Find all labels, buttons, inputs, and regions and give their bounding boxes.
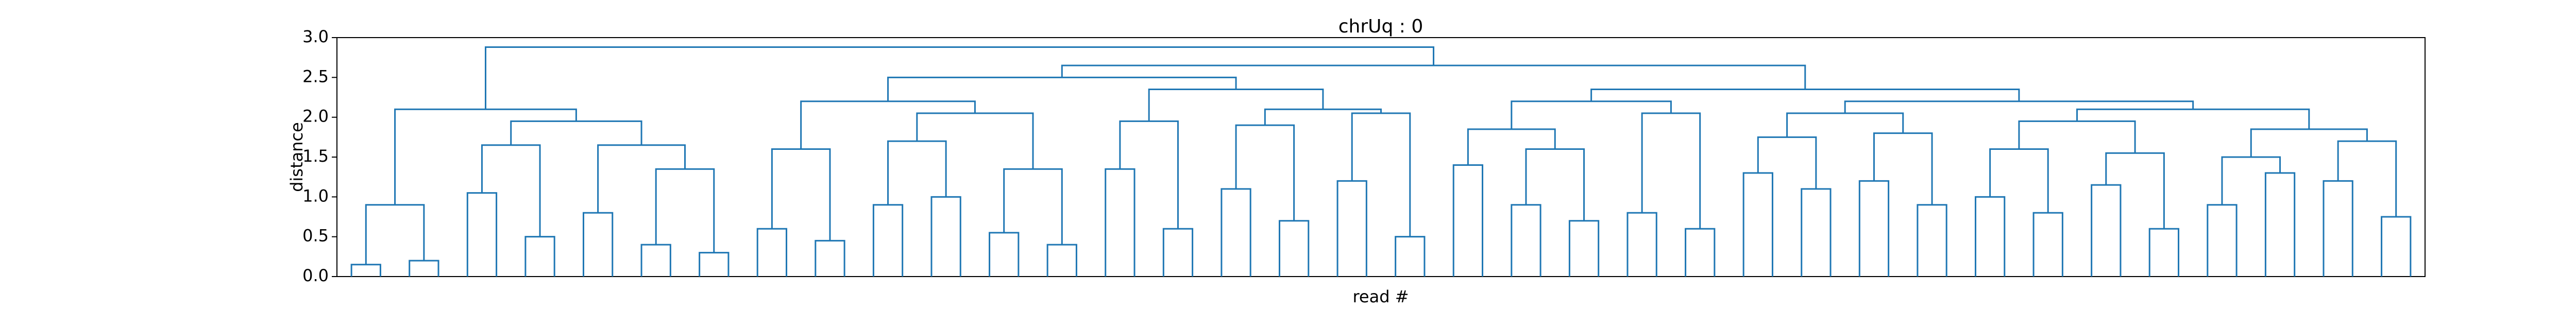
dendrogram-link bbox=[1626, 212, 1657, 277]
dendrogram-link bbox=[872, 204, 904, 277]
dendrogram-link bbox=[1452, 164, 1484, 277]
dendrogram-link bbox=[1801, 188, 1832, 277]
dendrogram-link bbox=[1858, 180, 1890, 277]
dendrogram-link bbox=[2148, 228, 2180, 277]
dendrogram-link bbox=[350, 264, 381, 277]
chart-title: chrUq : 0 bbox=[1338, 16, 1423, 37]
dendrogram-link bbox=[640, 244, 671, 277]
dendrogram-link bbox=[771, 148, 831, 241]
dendrogram-link bbox=[394, 108, 577, 205]
plot-frame bbox=[336, 37, 2426, 277]
dendrogram-link bbox=[1742, 172, 1773, 277]
dendrogram-link bbox=[1511, 100, 1672, 129]
dendrogram-link bbox=[2323, 180, 2353, 277]
dendrogram-link bbox=[1685, 228, 1716, 277]
dendrogram-link bbox=[2250, 128, 2368, 157]
dendrogram-link bbox=[1235, 124, 1295, 221]
dendrogram-link bbox=[1590, 89, 2020, 101]
dendrogram-link bbox=[1119, 120, 1179, 229]
dendrogram-link bbox=[2381, 216, 2412, 277]
dendrogram-link bbox=[481, 144, 541, 237]
dendrogram-link bbox=[2076, 108, 2310, 129]
dendrogram-link bbox=[1351, 112, 1411, 237]
dendrogram-link bbox=[699, 252, 730, 277]
y-axis-label: distance bbox=[287, 122, 307, 192]
dendrogram-link bbox=[1162, 228, 1194, 277]
y-tick-label: 0.5 bbox=[302, 226, 329, 246]
dendrogram-link bbox=[1873, 132, 1933, 205]
dendrogram-link bbox=[2207, 204, 2238, 277]
x-axis-label: read # bbox=[1352, 287, 1409, 306]
dendrogram-link bbox=[1568, 220, 1600, 277]
dendrogram-link bbox=[1511, 204, 1541, 277]
dendrogram-link bbox=[930, 196, 961, 277]
dendrogram-link bbox=[582, 212, 614, 277]
dendrogram-link bbox=[1278, 220, 1310, 277]
dendrogram-link bbox=[1046, 244, 1077, 277]
dendrogram-link bbox=[2221, 156, 2281, 205]
y-tick-label: 0.0 bbox=[302, 266, 329, 285]
dendrogram-link bbox=[524, 236, 555, 277]
dendrogram-link bbox=[1525, 148, 1585, 221]
y-tick-label: 2.0 bbox=[302, 107, 329, 126]
dendrogram-link bbox=[2091, 184, 2122, 277]
y-tick-label: 1.5 bbox=[302, 146, 329, 166]
y-tick-label: 1.0 bbox=[302, 186, 329, 205]
dendrogram-link bbox=[510, 120, 642, 145]
dendrogram-link bbox=[2264, 172, 2296, 277]
dendrogram-link bbox=[2337, 140, 2397, 217]
dendrogram-link bbox=[989, 232, 1020, 277]
dendrogram-link bbox=[2105, 152, 2165, 229]
dendrogram-link bbox=[1148, 89, 1324, 122]
dendrogram-link bbox=[484, 46, 1435, 110]
dendrogram-link bbox=[655, 168, 715, 253]
dendrogram-link bbox=[1264, 108, 1382, 126]
dendrogram-link bbox=[887, 140, 947, 205]
dendrogram-link bbox=[1989, 148, 2049, 213]
dendrogram-link bbox=[1641, 112, 1701, 229]
dendrogram-link bbox=[1757, 136, 1817, 189]
dendrogram-link bbox=[1105, 168, 1136, 277]
dendrogram-link bbox=[409, 260, 439, 277]
dendrogram-link bbox=[1336, 180, 1367, 277]
y-tick-label: 2.5 bbox=[302, 66, 329, 86]
dendrogram-link bbox=[1917, 204, 1947, 277]
dendrogram-link bbox=[1395, 236, 1426, 277]
dendrogram-link bbox=[1844, 100, 2194, 113]
dendrogram-link bbox=[2018, 120, 2136, 153]
dendrogram-link bbox=[1467, 128, 1556, 165]
dendrogram-link bbox=[466, 192, 498, 277]
dendrogram-link bbox=[597, 144, 686, 213]
dendrogram-link bbox=[1221, 188, 1251, 277]
dendrogram-link bbox=[1974, 196, 2006, 277]
dendrogram-link bbox=[756, 228, 788, 277]
dendrogram-link bbox=[2032, 212, 2063, 277]
y-tick-label: 3.0 bbox=[302, 27, 329, 46]
dendrogram-link bbox=[365, 204, 425, 265]
dendrogram-link bbox=[815, 239, 845, 277]
